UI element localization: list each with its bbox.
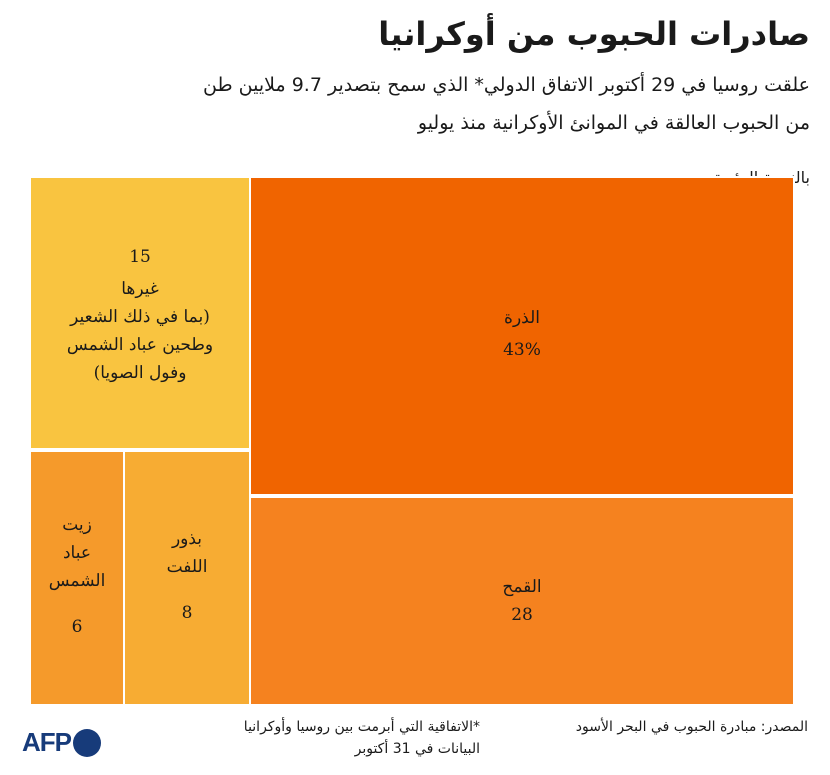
treemap-chart: الذرة 43% القمح 28 15 غيرها (بما في ذلك … [29, 176, 795, 706]
treemap-cell-wheat: القمح 28 [249, 496, 795, 706]
cell-label-rapeseed-2: اللفت [166, 557, 208, 577]
afp-logo-text: AFP [22, 727, 72, 757]
cell-label-sunflower-2: عباد [62, 543, 92, 563]
footnote-line2: البيانات في 31 أكتوبر [354, 741, 480, 757]
chart-title: صادرات الحبوب من أوكرانيا [378, 15, 810, 53]
cell-label-wheat: القمح [502, 577, 542, 597]
cell-value-rapeseed: 8 [181, 603, 193, 623]
cell-label-sunflower-3: الشمس [48, 571, 106, 591]
treemap-cell-sunflower-oil: زيت عباد الشمس 6 [29, 450, 125, 706]
treemap-cell-rapeseed: بذور اللفت 8 [123, 450, 251, 706]
afp-logo: AFP [22, 727, 101, 758]
cell-label-rapeseed-1: بذور [171, 529, 203, 549]
treemap-cell-other: 15 غيرها (بما في ذلك الشعير وطحين عباد ا… [29, 176, 251, 450]
afp-logo-dot-icon [73, 728, 101, 757]
cell-detail-other-3: وفول الصويا) [93, 363, 187, 383]
treemap-cell-corn: الذرة 43% [249, 176, 795, 496]
cell-detail-other-1: (بما في ذلك الشعير [70, 307, 210, 327]
cell-detail-other-2: وطحين عباد الشمس [66, 335, 214, 355]
footnote: *الاتفاقية التي أبرمت بين روسيا وأوكراني… [244, 716, 480, 760]
cell-value-corn: 43% [503, 340, 541, 360]
cell-label-corn: الذرة [504, 308, 540, 328]
footnote-line1: *الاتفاقية التي أبرمت بين روسيا وأوكراني… [243, 719, 480, 735]
cell-value-other: 15 [129, 247, 151, 267]
chart-subtitle-line1: علقت روسيا في 29 أكتوبر الاتفاق الدولي* … [203, 74, 810, 96]
cell-value-sunflower: 6 [71, 617, 83, 637]
cell-label-sunflower-1: زيت [62, 515, 92, 535]
chart-subtitle-line2: من الحبوب العالقة في الموانئ الأوكرانية … [417, 112, 810, 134]
source-note: المصدر: مبادرة الحبوب في البحر الأسود [575, 719, 808, 735]
cell-value-wheat: 28 [511, 605, 533, 625]
cell-label-other: غيرها [121, 279, 159, 299]
